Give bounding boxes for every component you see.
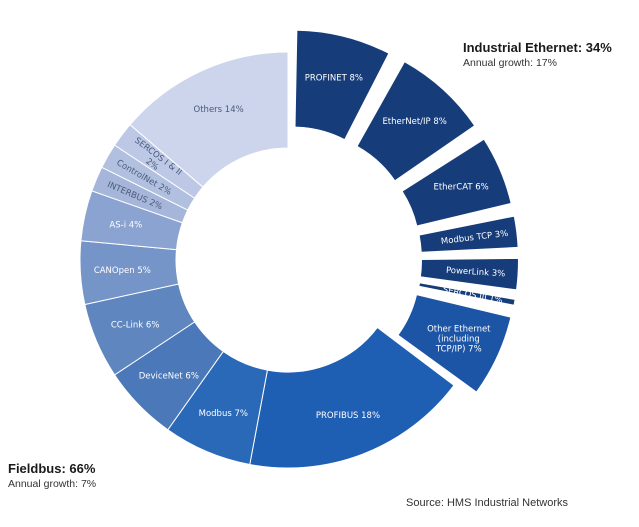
segment-label-cc-link-6: CC-Link 6%	[111, 321, 160, 331]
segment-label-profibus-18: PROFIBUS 18%	[316, 411, 380, 421]
segment-profinet-8	[295, 30, 389, 139]
segment-others-14	[129, 51, 289, 188]
segment-sercos-iii-1	[419, 283, 515, 305]
segment-label-others-14: Others 14%	[194, 105, 244, 115]
industrial-ethernet-growth-label: Annual growth: 17%	[463, 57, 557, 69]
segment-ethernet-ip-8	[357, 62, 474, 181]
fieldbus-total-label: Fieldbus: 66%	[8, 461, 96, 476]
segment-ethercat-6	[402, 139, 511, 226]
segment-label-profinet-8: PROFINET 8%	[305, 74, 363, 84]
segment-label-devicenet-6: DeviceNet 6%	[139, 372, 199, 382]
segment-other-ethernet-including-tcp-ip-7	[398, 295, 511, 392]
segment-profibus-18	[249, 326, 455, 469]
fieldbus-growth-label: Annual growth: 7%	[8, 478, 97, 490]
segment-label-other-ethernet-including-tcp-ip-7: Other Ethernet (including TCP/IP) 7%	[427, 325, 491, 355]
segment-label-ethercat-6: EtherCAT 6%	[433, 183, 488, 193]
segment-label-powerlink-3: PowerLink 3%	[446, 266, 506, 280]
segment-label-sercos-iii-1: SERCOS III 1%	[442, 285, 503, 306]
segment-modbus-tcp-3	[419, 216, 518, 252]
segment-label-modbus-7: Modbus 7%	[199, 409, 248, 419]
segment-powerlink-3	[420, 258, 518, 290]
industrial-ethernet-total-label: Industrial Ethernet: 34%	[463, 40, 612, 55]
source-note: Source: HMS Industrial Networks	[406, 497, 568, 509]
segment-label-canopen-5: CANOpen 5%	[94, 266, 151, 276]
segment-label-ethernet-ip-8: EtherNet/IP 8%	[382, 117, 446, 127]
segment-label-as-i-4: AS-i 4%	[109, 220, 142, 230]
